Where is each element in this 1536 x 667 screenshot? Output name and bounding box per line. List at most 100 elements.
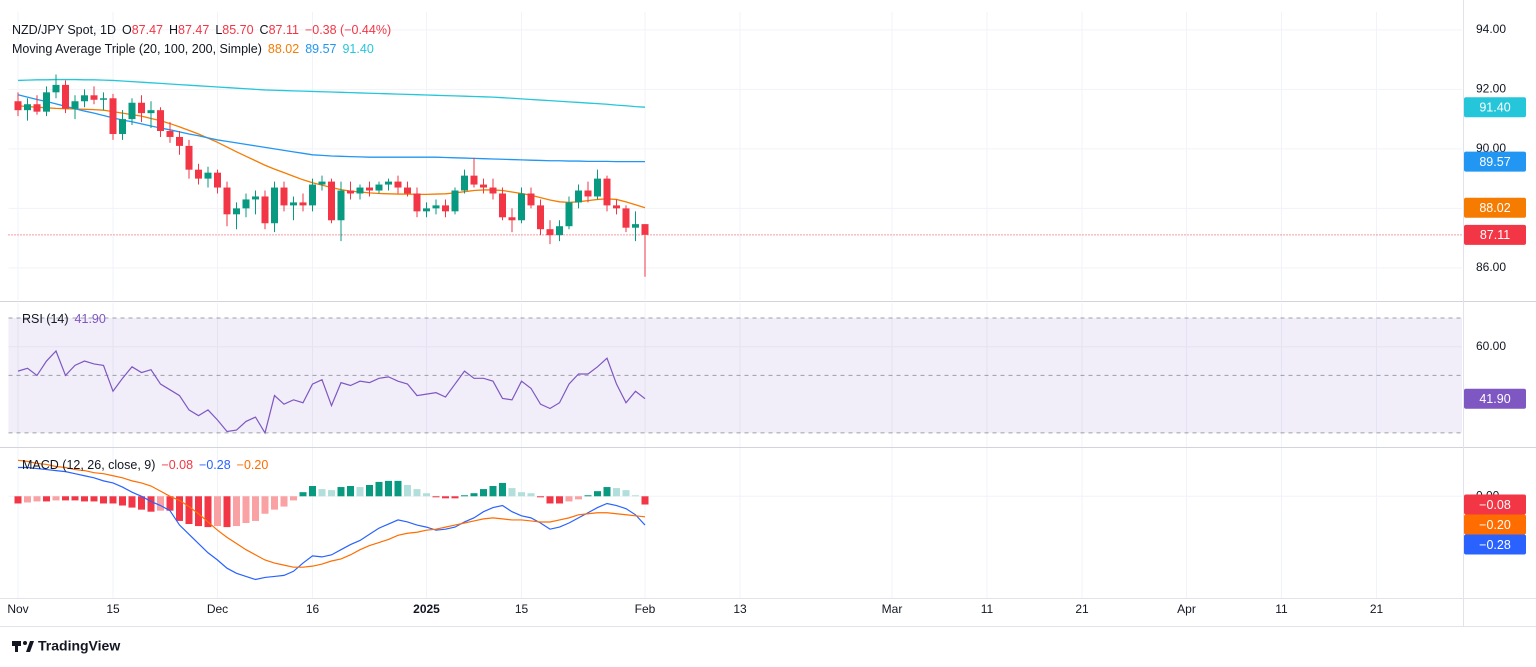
indicator-value: 91.40 bbox=[342, 42, 373, 56]
ohlc-key: H bbox=[169, 23, 178, 37]
candle-body bbox=[537, 205, 544, 230]
candle-body bbox=[641, 224, 649, 235]
macd-histogram-bar bbox=[223, 496, 231, 528]
indicator-value: −0.20 bbox=[237, 458, 269, 472]
macd-histogram-bar bbox=[14, 496, 22, 504]
macd-histogram-bar bbox=[328, 490, 335, 497]
macd-histogram-bar bbox=[299, 492, 307, 497]
candle-body bbox=[52, 84, 60, 93]
macd-histogram-bar bbox=[556, 496, 563, 504]
macd-histogram-bar bbox=[413, 489, 421, 497]
candle-body bbox=[575, 190, 582, 203]
ohlc-value: 87.47 bbox=[132, 23, 163, 37]
candle-body bbox=[166, 131, 174, 137]
macd-histogram-bar bbox=[546, 496, 554, 504]
macd-histogram-bar bbox=[461, 495, 468, 497]
candle-body bbox=[404, 187, 411, 194]
candle-body bbox=[508, 217, 516, 221]
candle-body bbox=[109, 98, 117, 134]
candle-body bbox=[499, 193, 506, 218]
candle-body bbox=[271, 187, 278, 224]
candle-body bbox=[71, 101, 79, 109]
candle-body bbox=[480, 184, 487, 188]
price-label: −0.08 bbox=[1479, 498, 1511, 512]
macd-histogram-bar bbox=[52, 496, 60, 501]
ohlc-value: 87.47 bbox=[178, 23, 209, 37]
ohlc-header: NZD/JPY Spot, 1D O87.47 H87.47 L85.70 C87.11… bbox=[12, 23, 391, 37]
candle-body bbox=[451, 190, 459, 212]
macd-histogram-bar bbox=[185, 496, 193, 525]
x-tick-label: Feb bbox=[635, 602, 656, 616]
candle-body bbox=[157, 110, 164, 132]
macd-histogram-bar bbox=[100, 496, 107, 504]
candle-body bbox=[556, 226, 563, 236]
footer-brand: TradingView bbox=[38, 638, 120, 654]
macd-histogram-bar bbox=[366, 484, 373, 497]
x-tick-label: 15 bbox=[106, 602, 120, 616]
y-tick-label: 90.00 bbox=[1476, 141, 1506, 155]
candle-body bbox=[100, 98, 107, 100]
macd-histogram-bar bbox=[537, 496, 544, 498]
candle-body bbox=[280, 187, 288, 206]
indicator-value: 89.57 bbox=[305, 42, 336, 56]
macd-histogram-bar bbox=[613, 488, 620, 497]
candle-body bbox=[613, 205, 620, 209]
macd-line bbox=[17, 459, 646, 568]
candle-body bbox=[309, 184, 316, 206]
macd-histogram-bar bbox=[489, 486, 497, 497]
macd-histogram-bar bbox=[337, 487, 345, 497]
ohlc-value: 87.11 bbox=[269, 23, 299, 37]
macd-histogram-bar bbox=[81, 496, 88, 502]
price-label-box bbox=[1464, 514, 1526, 535]
candle-body bbox=[366, 187, 373, 191]
logo-shape bbox=[26, 641, 34, 652]
macd-histogram-bar bbox=[119, 496, 126, 506]
macd-histogram-bar bbox=[176, 496, 183, 521]
x-tick-label: 16 bbox=[306, 602, 320, 616]
candle-body bbox=[337, 190, 345, 221]
macd-histogram-bar bbox=[252, 496, 259, 521]
macd-histogram-bar bbox=[166, 496, 174, 511]
macd-histogram-bar bbox=[641, 496, 649, 505]
candle-body bbox=[423, 208, 430, 212]
indicator-value: −0.28 bbox=[199, 458, 231, 472]
price-label-box bbox=[1464, 388, 1526, 409]
macd-histogram-bar bbox=[157, 496, 164, 511]
price-label-box bbox=[1464, 97, 1526, 118]
candle-body bbox=[261, 196, 269, 224]
candle-body bbox=[62, 84, 69, 109]
candle-body bbox=[546, 229, 554, 236]
candle-body bbox=[81, 95, 88, 102]
macd-line bbox=[18, 466, 646, 581]
x-tick-label: 21 bbox=[1075, 602, 1089, 616]
price-label-box bbox=[1464, 224, 1526, 245]
price-label: 87.11 bbox=[1480, 228, 1510, 242]
logo-shape bbox=[15, 641, 18, 652]
y-tick-label: 60.00 bbox=[1476, 339, 1506, 353]
macd-histogram-bar bbox=[404, 484, 411, 497]
candle-body bbox=[356, 187, 364, 194]
candle-body bbox=[622, 208, 630, 228]
macd-histogram-bar bbox=[451, 496, 459, 499]
candle-body bbox=[233, 208, 240, 215]
price-label: −0.20 bbox=[1479, 518, 1511, 532]
macd-histogram-bar bbox=[128, 496, 136, 508]
candle-body bbox=[290, 202, 297, 206]
y-tick-label: 94.00 bbox=[1476, 22, 1506, 36]
candle-body bbox=[518, 193, 525, 221]
macd-histogram-bar bbox=[565, 496, 573, 502]
macd-histogram-bar bbox=[195, 496, 202, 527]
candle-body bbox=[204, 172, 212, 179]
macd-histogram-bar bbox=[233, 496, 240, 527]
candle-body bbox=[432, 205, 440, 209]
change-value: −0.38 (−0.44%) bbox=[305, 23, 391, 37]
candle-body bbox=[138, 102, 145, 114]
candle-body bbox=[328, 181, 335, 221]
rsi-line bbox=[17, 349, 646, 435]
candle-body bbox=[318, 181, 326, 185]
x-tick-label: 2025 bbox=[413, 602, 440, 616]
candle-body bbox=[565, 202, 573, 227]
macd-histogram-bar bbox=[271, 496, 278, 510]
macd-histogram-bar bbox=[375, 481, 383, 497]
candle-body bbox=[242, 199, 250, 209]
